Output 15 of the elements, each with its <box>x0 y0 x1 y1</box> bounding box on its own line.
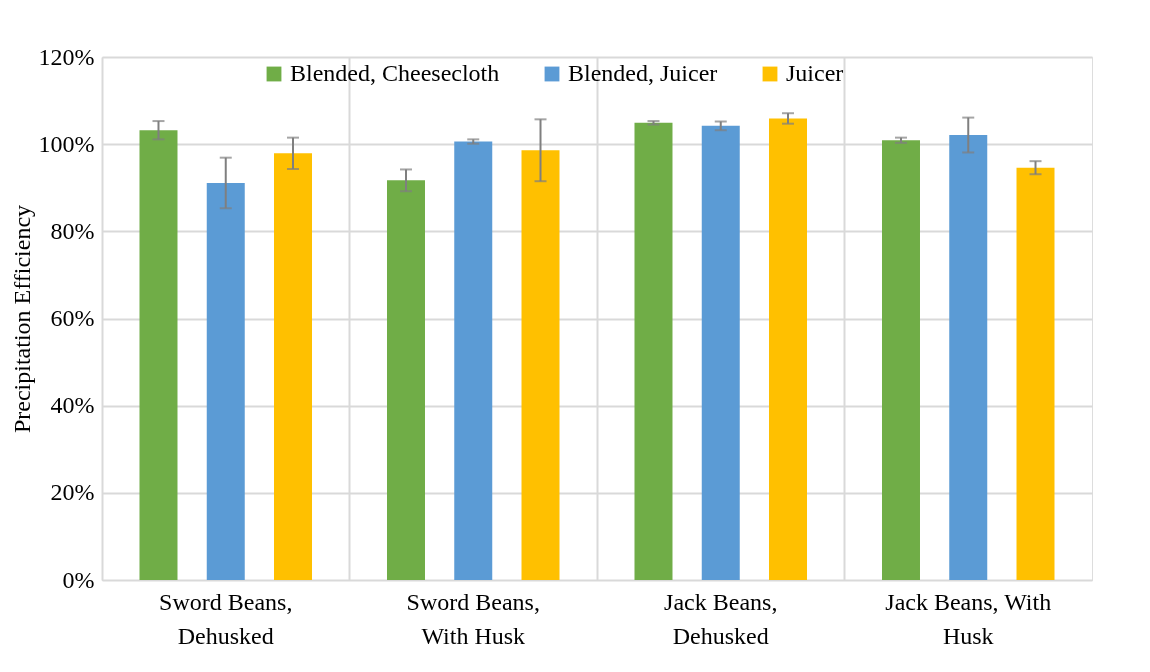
x-tick-label: Sword Beans, Dehusked <box>159 588 293 649</box>
y-tick-label: 100% <box>38 130 95 157</box>
y-axis-title: Precipitation Efficiency <box>8 204 35 434</box>
legend-label: Blended, Juicer <box>568 60 718 86</box>
y-tick-label: 120% <box>38 43 95 70</box>
x-tick-label: Jack Beans, Dehusked <box>664 588 778 649</box>
y-tick-label: 80% <box>50 217 95 244</box>
y-tick-label: 20% <box>50 479 95 506</box>
x-tick-label: Jack Beans, With Husk <box>885 588 1052 649</box>
y-tick-label: 40% <box>50 392 95 419</box>
legend-label: Juicer <box>786 60 844 86</box>
y-tick-label: 60% <box>50 305 95 331</box>
x-tick-label: Sword Beans, With Husk <box>406 588 540 649</box>
y-tick-label: 0% <box>62 566 95 593</box>
legend-label: Blended, Cheesecloth <box>290 60 500 86</box>
